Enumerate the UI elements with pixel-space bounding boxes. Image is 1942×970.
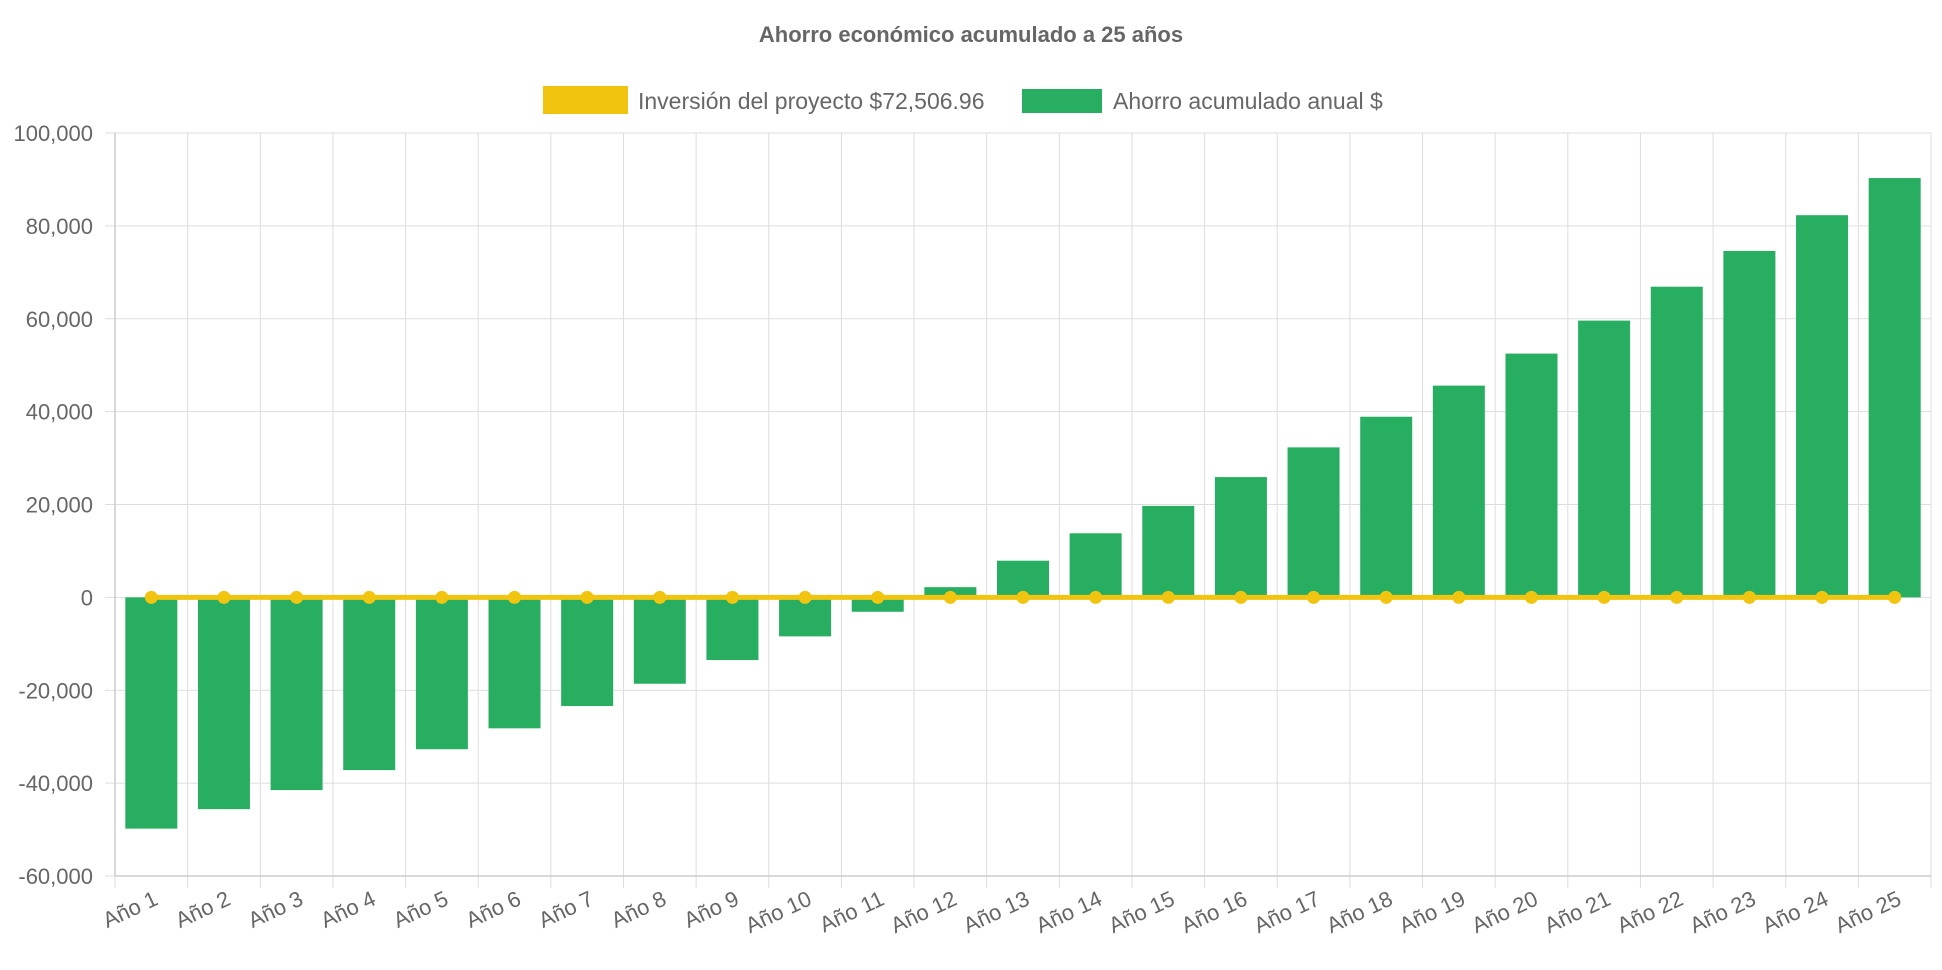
bar[interactable] bbox=[1069, 533, 1122, 598]
bar[interactable] bbox=[488, 597, 541, 729]
x-tick-label: Año 5 bbox=[389, 886, 452, 933]
bar[interactable] bbox=[1360, 416, 1413, 598]
investment-point[interactable] bbox=[435, 590, 449, 604]
investment-point[interactable] bbox=[1815, 590, 1829, 604]
legend-swatch-investment[interactable] bbox=[543, 86, 628, 114]
legend: Inversión del proyecto $72,506.96 Ahorro… bbox=[543, 86, 1383, 114]
investment-point[interactable] bbox=[362, 590, 376, 604]
x-tick-label: Año 9 bbox=[680, 886, 743, 933]
investment-point[interactable] bbox=[1089, 590, 1103, 604]
x-tick-label: Año 15 bbox=[1105, 886, 1179, 938]
x-tick-label: Año 25 bbox=[1831, 886, 1905, 938]
x-tick-label: Año 6 bbox=[462, 886, 525, 933]
bar[interactable] bbox=[1868, 178, 1921, 598]
investment-point[interactable] bbox=[1379, 590, 1393, 604]
chart-title: Ahorro económico acumulado a 25 años bbox=[759, 22, 1183, 47]
x-tick-label: Año 11 bbox=[816, 886, 888, 937]
bar[interactable] bbox=[1432, 385, 1485, 598]
investment-point[interactable] bbox=[1234, 590, 1248, 604]
y-tick-label: 40,000 bbox=[26, 400, 93, 425]
x-tick-label: Año 4 bbox=[317, 886, 380, 933]
investment-point[interactable] bbox=[580, 590, 594, 604]
x-tick-label: Año 14 bbox=[1032, 886, 1106, 938]
investment-point[interactable] bbox=[653, 590, 667, 604]
legend-swatch-savings[interactable] bbox=[1022, 89, 1102, 113]
investment-point[interactable] bbox=[1670, 590, 1684, 604]
x-tick-label: Año 18 bbox=[1323, 886, 1397, 938]
bar[interactable] bbox=[197, 597, 250, 810]
bar[interactable] bbox=[343, 597, 396, 771]
y-axis: 100,000 80,000 60,000 40,000 20,000 0 -20,000 -… bbox=[13, 121, 93, 889]
x-tick-label: Año 22 bbox=[1613, 886, 1687, 938]
investment-point[interactable] bbox=[1742, 590, 1756, 604]
x-tick-label: Año 17 bbox=[1250, 886, 1324, 938]
x-axis: Año 1 Año 2 Año 3 Año 4 Año 5 Año 6 Año 7 Año 8… bbox=[99, 886, 1905, 938]
bar[interactable] bbox=[1142, 505, 1195, 598]
bar[interactable] bbox=[706, 597, 759, 661]
x-tick-label: Año 1 bbox=[99, 886, 162, 933]
x-tick-label: Año 10 bbox=[741, 886, 815, 938]
y-tick-label: 20,000 bbox=[26, 493, 93, 518]
x-tick-label: Año 20 bbox=[1468, 886, 1542, 938]
bar[interactable] bbox=[1650, 286, 1703, 598]
bar[interactable] bbox=[1723, 250, 1776, 598]
y-tick-label: 100,000 bbox=[13, 121, 93, 146]
legend-label-investment[interactable]: Inversión del proyecto $72,506.96 bbox=[638, 88, 985, 114]
x-tick-label: Año 16 bbox=[1177, 886, 1251, 938]
x-tick-label: Año 8 bbox=[607, 886, 670, 933]
investment-point[interactable] bbox=[508, 590, 522, 604]
investment-point[interactable] bbox=[1524, 590, 1538, 604]
x-tick-label: Año 12 bbox=[887, 886, 961, 938]
y-tick-label: 0 bbox=[81, 585, 93, 610]
investment-point[interactable] bbox=[1597, 590, 1611, 604]
y-tick-label: -60,000 bbox=[18, 864, 93, 889]
investment-point[interactable] bbox=[1016, 590, 1030, 604]
investment-point[interactable] bbox=[1888, 590, 1902, 604]
bar[interactable] bbox=[779, 597, 832, 637]
x-tick-label: Año 24 bbox=[1758, 886, 1832, 938]
bar[interactable] bbox=[633, 597, 686, 684]
bar[interactable] bbox=[415, 597, 468, 750]
y-tick-label: -20,000 bbox=[18, 678, 93, 703]
investment-point[interactable] bbox=[871, 590, 885, 604]
y-tick-label: 60,000 bbox=[26, 307, 93, 332]
y-tick-label: 80,000 bbox=[26, 214, 93, 239]
investment-point[interactable] bbox=[1161, 590, 1175, 604]
bar[interactable] bbox=[851, 597, 904, 612]
bar[interactable] bbox=[1287, 447, 1340, 598]
bar[interactable] bbox=[270, 597, 323, 791]
investment-point[interactable] bbox=[290, 590, 304, 604]
investment-point[interactable] bbox=[144, 590, 158, 604]
x-tick-label: Año 2 bbox=[171, 886, 234, 933]
investment-line bbox=[144, 590, 1902, 604]
bar[interactable] bbox=[561, 597, 614, 707]
bar[interactable] bbox=[1505, 353, 1558, 598]
investment-point[interactable] bbox=[798, 590, 812, 604]
bar[interactable] bbox=[1796, 215, 1849, 598]
y-tick-label: -40,000 bbox=[18, 771, 93, 796]
x-tick-label: Año 23 bbox=[1686, 886, 1760, 938]
investment-point[interactable] bbox=[725, 590, 739, 604]
x-tick-label: Año 21 bbox=[1540, 886, 1614, 938]
bars bbox=[125, 178, 1921, 829]
x-tick-label: Año 13 bbox=[959, 886, 1033, 938]
investment-point[interactable] bbox=[1452, 590, 1466, 604]
x-tick-label: Año 7 bbox=[535, 886, 598, 933]
x-tick-label: Año 19 bbox=[1395, 886, 1469, 938]
investment-point[interactable] bbox=[943, 590, 957, 604]
bar[interactable] bbox=[1214, 477, 1267, 598]
bar[interactable] bbox=[1578, 320, 1631, 598]
investment-point[interactable] bbox=[217, 590, 231, 604]
legend-label-savings[interactable]: Ahorro acumulado anual $ bbox=[1113, 88, 1383, 114]
x-tick-label: Año 3 bbox=[244, 886, 307, 933]
bar[interactable] bbox=[125, 597, 178, 829]
investment-point[interactable] bbox=[1307, 590, 1321, 604]
